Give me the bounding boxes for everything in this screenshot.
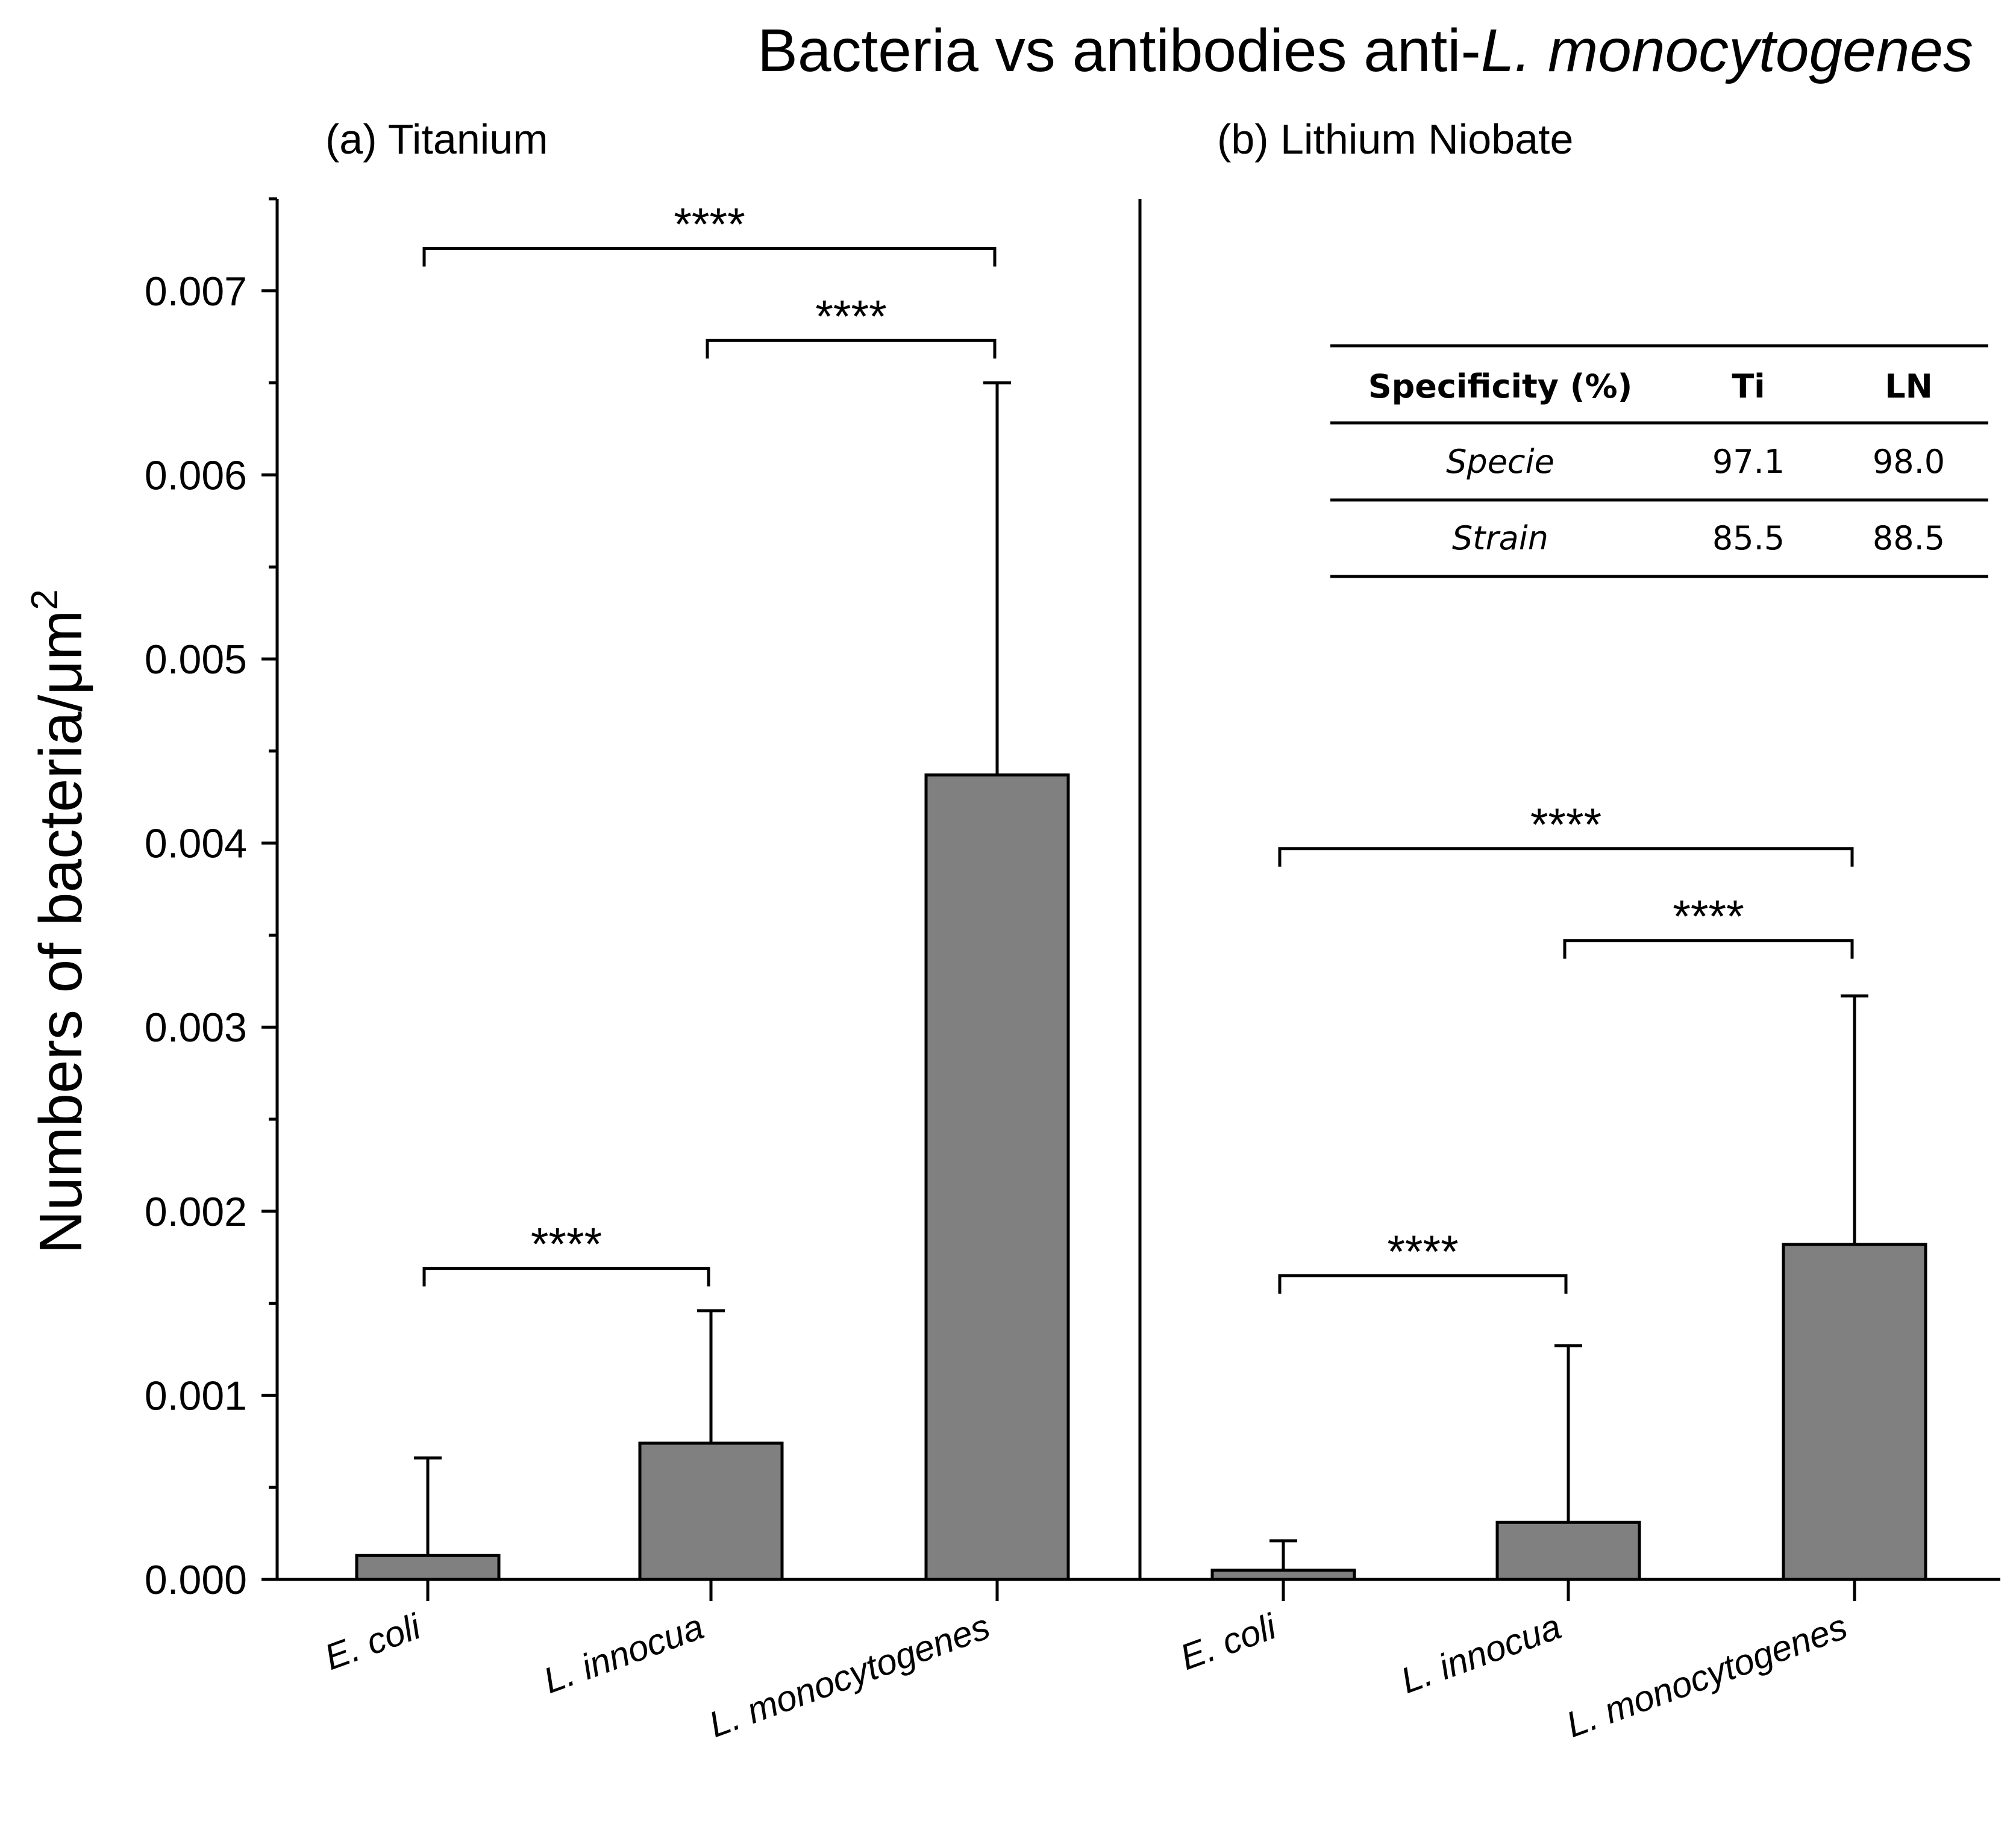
x-tick-label: L. monocytogenes: [704, 1606, 995, 1745]
chart-title-main: Bacteria vs antibodies anti-: [757, 17, 1481, 84]
table-cell-strain: Strain: [1452, 519, 1548, 557]
y-tick-label: 0.004: [145, 821, 247, 867]
y-tick-label: 0.000: [145, 1557, 247, 1603]
x-tick-label: L. monocytogenes: [1561, 1606, 1853, 1745]
significance-bracket: [1278, 1274, 1568, 1294]
bar: [924, 773, 1070, 1581]
chart-title-italic: L. monocytogenes: [1481, 17, 1973, 84]
bar: [355, 1554, 501, 1581]
significance-label: ****: [815, 291, 886, 342]
significance-label: ****: [674, 199, 745, 251]
axes: [275, 199, 2000, 1581]
x-tick-label: E. coli: [319, 1606, 427, 1678]
y-tick-label: 0.007: [145, 269, 247, 314]
specificity-table: Specificity (%) Ti LN Specie 97.1 98.0 S…: [1330, 344, 1988, 578]
bar: [1210, 1569, 1356, 1581]
y-ticks: 0.000 0.001 0.002 0.003 0.004 0.005 0.006 0.007: [145, 197, 277, 1603]
significance-label: ****: [1673, 892, 1744, 943]
significance-label: ****: [1530, 799, 1601, 851]
y-tick-label: 0.006: [145, 452, 247, 498]
table-cell-strain-ln: 88.5: [1873, 519, 1945, 557]
y-axis-label-main: Numbers of bacteria/μm: [27, 610, 95, 1254]
x-tick-label: L. innocua: [1395, 1606, 1566, 1701]
table-header-ln: LN: [1885, 367, 1933, 405]
x-tick-label: L. innocua: [538, 1606, 709, 1701]
chart-title: Bacteria vs antibodies anti-L. monocytog…: [757, 17, 1973, 84]
significance-bracket: [422, 1267, 710, 1287]
table-cell-specie: Specie: [1446, 443, 1554, 481]
significance-bracket: [422, 247, 997, 267]
panel-label-b: (b) Lithium Niobate: [1217, 116, 1573, 163]
y-axis-label-sup: 2: [24, 589, 66, 610]
bar: [1782, 1243, 1927, 1581]
panel-label-a: (a) Titanium: [325, 116, 548, 163]
significance-label: ****: [531, 1219, 602, 1270]
significance-brackets: **** **** **** **** **** ****: [422, 199, 1854, 1294]
table-cell-specie-ti: 97.1: [1712, 443, 1785, 481]
table-cell-strain-ti: 85.5: [1712, 519, 1785, 557]
y-tick-label: 0.002: [145, 1189, 247, 1235]
y-tick-label: 0.005: [145, 637, 247, 682]
bar: [1495, 1520, 1641, 1581]
table-header-specificity: Specificity (%): [1368, 367, 1633, 405]
y-tick-label: 0.003: [145, 1005, 247, 1051]
significance-bracket: [1278, 847, 1854, 867]
table-cell-specie-ln: 98.0: [1873, 443, 1945, 481]
y-tick-label: 0.001: [145, 1373, 247, 1419]
y-axis-label: Numbers of bacteria/μm2: [24, 589, 95, 1254]
significance-label: ****: [1387, 1226, 1458, 1278]
bar: [638, 1441, 784, 1581]
significance-bracket: [706, 339, 997, 359]
significance-bracket: [1563, 939, 1854, 959]
table-header-ti: Ti: [1732, 367, 1765, 405]
x-tick-label: E. coli: [1175, 1606, 1282, 1678]
